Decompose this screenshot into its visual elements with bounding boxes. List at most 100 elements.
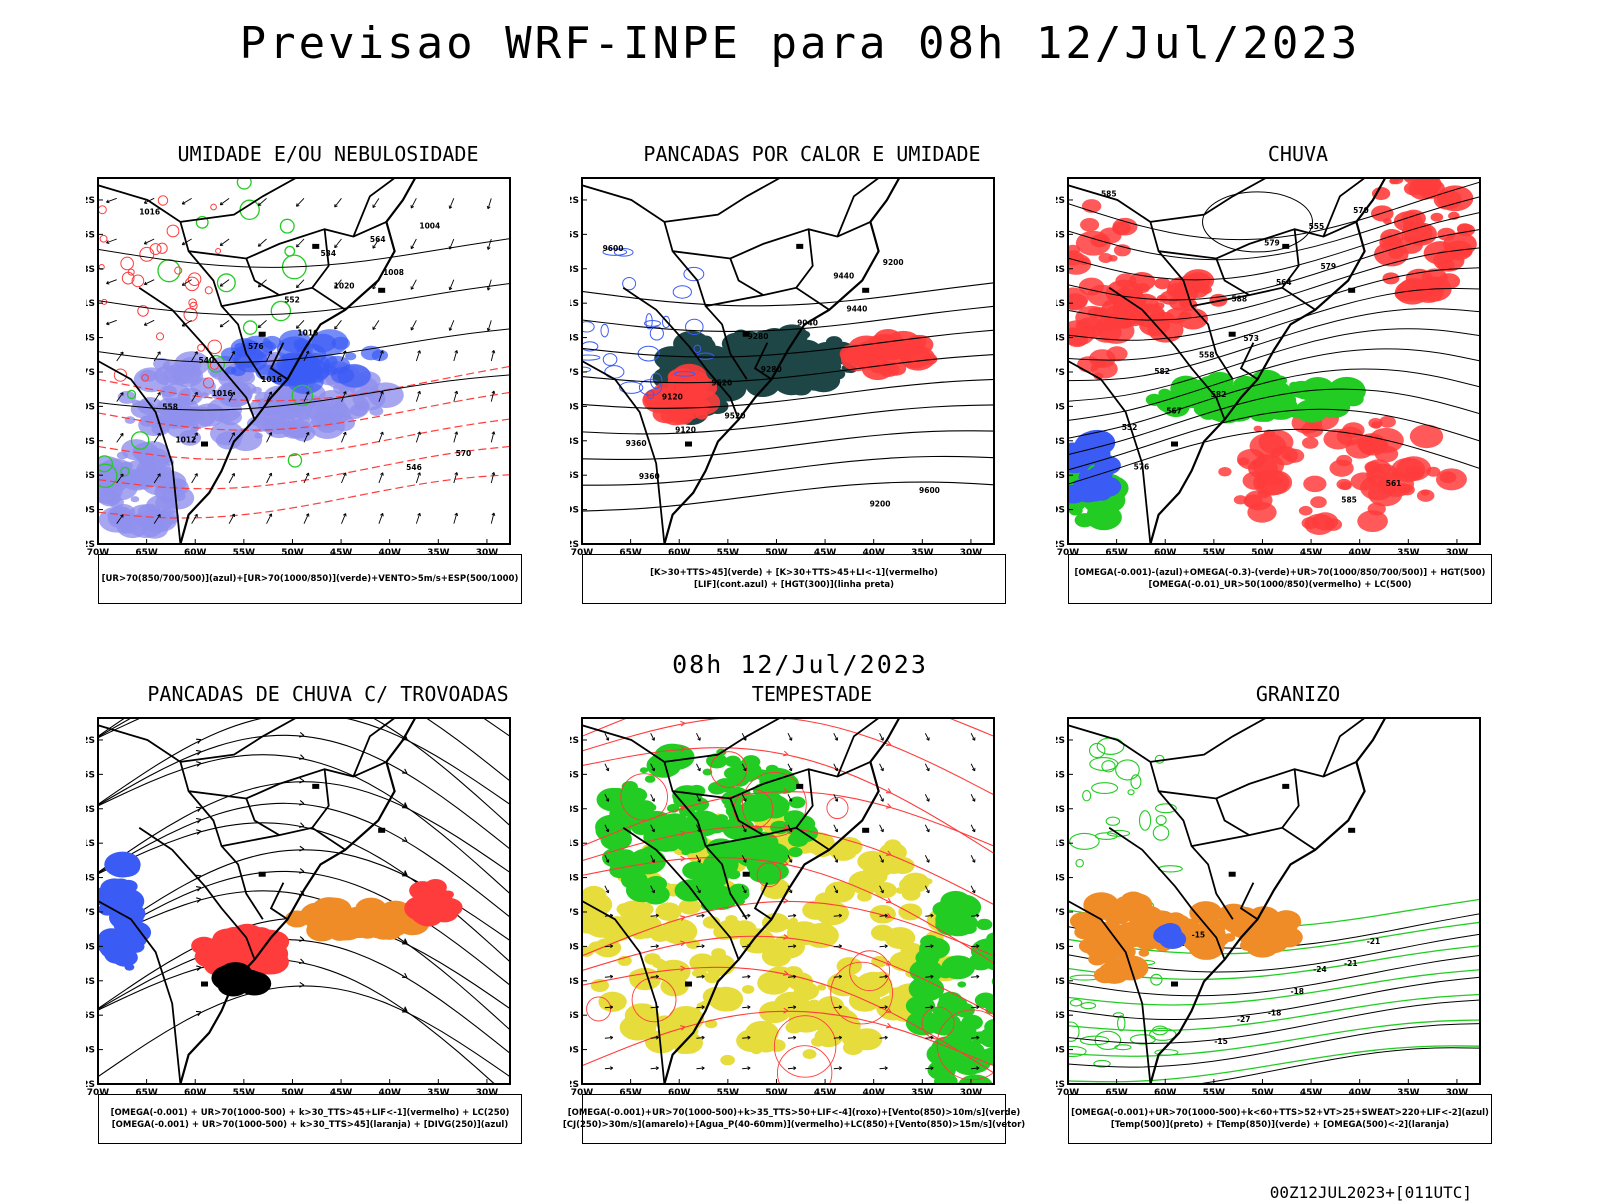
lat-tick-label: 12S [86,196,95,206]
lon-tick-label: 70W [87,548,110,558]
lat-tick-label: 21S [1056,299,1065,309]
contour-label: 576 [248,342,264,351]
main-title: Previsao WRF-INPE para 08h 12/Jul/2023 [239,18,1361,69]
lat-tick-label: 36S [86,471,95,481]
wind-vector [787,1037,797,1039]
streamline [98,718,510,827]
wind-vector [741,763,747,772]
wind-vector [925,1067,934,1070]
wind-vector [696,824,701,833]
wind-vector [604,824,609,833]
country-border [1191,826,1316,851]
wind-vector [191,432,198,443]
wind-vector [453,431,458,443]
contour-line [582,329,994,358]
legend-line: [Temp(500)](preto) + [Temp(850)](verde) … [1110,1120,1450,1130]
lake [742,871,750,877]
contour-line [98,282,510,316]
wind-vector [410,238,417,249]
wind-vector [116,351,124,362]
country-border [98,184,264,380]
lake [796,243,804,249]
lat-tick-label: 33S [86,977,95,987]
wind-vector [378,513,384,524]
wind-vector [228,432,235,443]
wind-vector [650,945,659,948]
wind-vector [787,794,793,802]
lon-tick-label: 65W [1105,1088,1128,1098]
panel-title: GRANIZO [1255,682,1341,706]
wind-vector [879,976,888,978]
contour-label: 564 [1276,278,1292,287]
lake [258,331,266,337]
country-border [1150,178,1267,223]
lon-tick-label: 45W [814,1088,837,1098]
forecast-map: 12S 15S 18S 21S 24S 27S 30S 33S 36S 39S 42S70W 65W 6… [86,717,511,1098]
lat-tick-label: 12S [1056,736,1065,746]
contour-line [98,365,510,402]
panel-legend: [UR>70(850/700/500)](azul)+[UR>70(1000/8… [98,554,522,604]
wind-vector [970,794,976,802]
contour-line [582,353,994,384]
contour-label: 1004 [419,221,440,230]
country-border [1281,229,1300,289]
wind-vector [742,1067,751,1070]
lat-tick-label: 24S [1056,334,1065,344]
lake [1348,827,1356,833]
wind-vector [696,885,701,894]
contour-label: 567 [1166,407,1182,416]
wind-vector [696,1037,705,1039]
wind-vector [924,855,930,863]
lon-tick-label: 40W [862,548,885,558]
wind-vector [696,1006,705,1009]
wind-vector [487,279,492,291]
contour-label: 540 [199,356,215,365]
wind-vector [219,279,230,287]
country-border [705,286,830,311]
country-border [582,724,748,920]
lat-tick-label: 18S [570,805,579,815]
contour-label: 573 [1243,334,1259,343]
lat-tick-label: 24S [86,334,95,344]
streamline [582,1010,994,1067]
panel-legend: [K>30+TTS>45](verde) + [K>30+TTS>45+LI<-… [582,554,1006,604]
lon-tick-label: 60W [184,548,207,558]
country-border [180,718,297,763]
coastline [663,178,901,544]
lat-tick-label: 39S [570,506,579,516]
lake [1348,287,1356,293]
lake [1228,331,1236,337]
lat-tick-label: 30S [1056,402,1065,412]
lat-tick-label: 18S [570,265,579,275]
contour-line [98,418,510,461]
wind-vector [833,763,838,772]
contour-label: -21 [1344,959,1358,968]
country-border [1158,221,1357,260]
lat-tick-label: 12S [570,736,579,746]
lat-tick-label: 30S [86,942,95,952]
wind-vector [449,238,455,250]
wind-vector [833,1006,842,1009]
wind-vector [228,473,235,484]
wind-vector [741,885,747,894]
lat-tick-label: 12S [570,196,579,206]
country-border [753,882,772,921]
contour-line [1068,229,1480,301]
mid-date-label: 08h 12/Jul/2023 [672,650,928,679]
country-border [836,718,880,777]
wind-vector [258,279,267,288]
lat-tick-label: 36S [570,471,579,481]
wind-vector [879,733,884,741]
wind-vector [742,1037,751,1039]
wind-vector [266,513,272,524]
contour-line [1068,287,1480,361]
lon-tick-label: 45W [1300,548,1323,558]
panel-title: CHUVA [1267,142,1329,166]
contour-label: 9520 [711,379,732,388]
contour-label: -15 [1214,1037,1228,1046]
country-border [269,342,288,381]
wind-vector [487,320,492,331]
lat-tick-label: 15S [86,770,95,780]
country-border [352,178,396,237]
wind-vector [970,885,976,894]
